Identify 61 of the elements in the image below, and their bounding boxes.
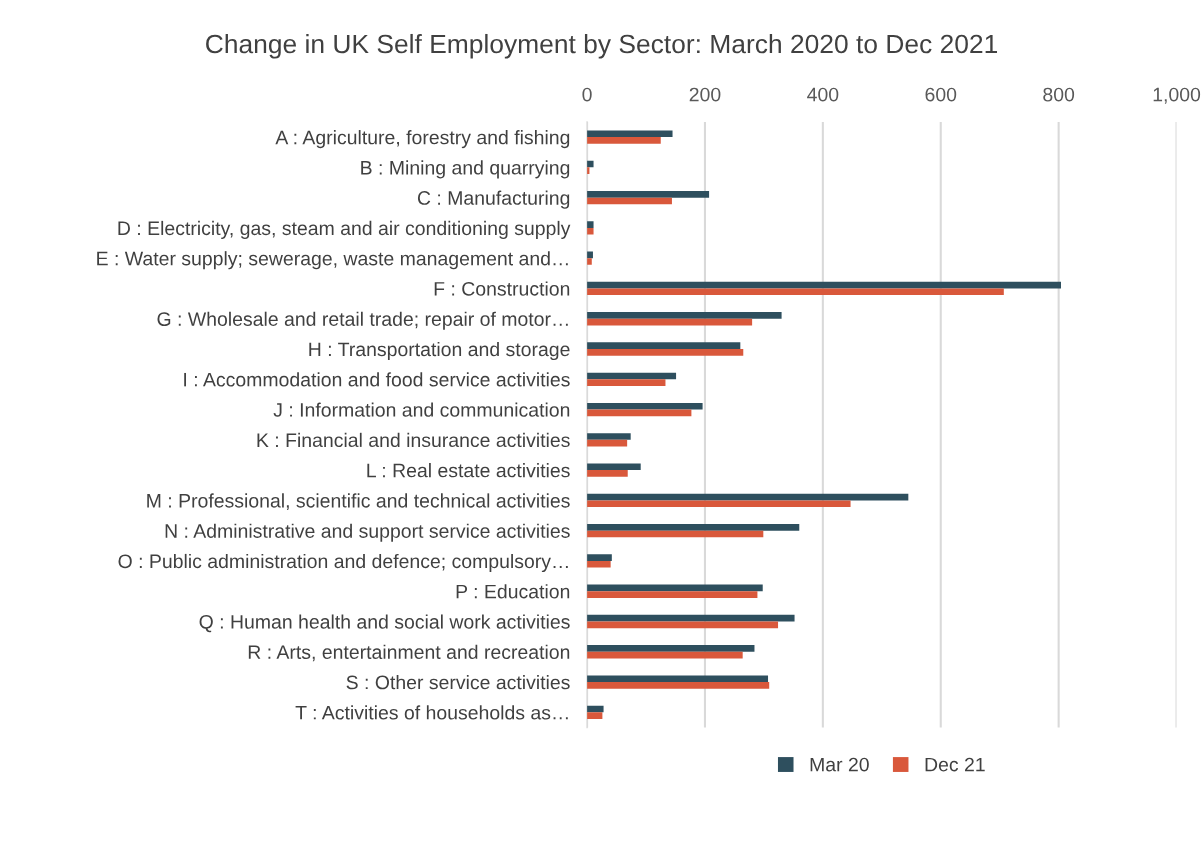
x-tick-label: 600 [925, 87, 957, 102]
bar [587, 591, 758, 598]
y-tick-label: K : Financial and insurance activities [257, 432, 570, 448]
bar [587, 439, 628, 447]
bar [587, 712, 603, 719]
x-tick-label: 1,000 [1153, 87, 1201, 104]
bar [587, 137, 661, 144]
y-tick-label: F : Construction [434, 281, 570, 296]
bar [587, 524, 800, 531]
x-tick-label: 200 [689, 87, 721, 102]
bar [587, 584, 763, 592]
bar [587, 493, 909, 501]
y-tick-label: R : Arts, entertainment and recreation [248, 644, 570, 662]
bar [587, 312, 782, 319]
bar [587, 554, 612, 561]
y-tick-label: J : Information and communication [273, 402, 570, 417]
bar [587, 258, 592, 265]
bar [587, 645, 755, 652]
bar [587, 614, 795, 622]
bar [587, 379, 666, 386]
y-tick-label: O : Public administration and defence; compulsory… [118, 553, 568, 573]
y-tick-label: D : Electricity, gas, steam and air conditioning supply [118, 220, 571, 239]
bar [587, 500, 851, 508]
y-tick-label: M : Professional, scientific and technical activities [147, 493, 570, 510]
bar [587, 621, 779, 629]
y-tick-label: H : Transportation and storage [309, 341, 570, 361]
y-tick-label: Q : Human health and social work activities [199, 614, 570, 633]
y-tick-label: T : Activities of households as… [295, 705, 568, 720]
y-tick-label: A : Agriculture, forestry and fishing [275, 130, 570, 149]
y-tick-label: I : Accommodation and food service activities [184, 372, 570, 387]
y-tick-label: G : Wholesale and retail trade; repair of motor… [157, 311, 568, 330]
bar [587, 560, 611, 568]
bar [587, 318, 753, 326]
chart-title: Change in UK Self Employment by Sector: March 2020 to Dec 2021 [206, 33, 998, 59]
legend-label: Dec 21 [925, 757, 985, 772]
bar [587, 190, 710, 198]
y-tick-label: L : Real estate activities [367, 463, 570, 478]
bar [587, 470, 628, 477]
bar [587, 675, 769, 683]
y-tick-label: B : Mining and quarrying [361, 160, 570, 179]
bar [587, 349, 744, 356]
bar [587, 281, 1061, 289]
x-tick-label: 0 [582, 87, 592, 102]
bar [587, 651, 743, 659]
bar [587, 402, 703, 410]
bar [587, 130, 673, 138]
y-tick-label: N : Administrative and support service activities [165, 523, 570, 542]
bar [587, 433, 631, 440]
y-tick-label: S : Other service activities [346, 675, 570, 690]
y-tick-label: E : Water supply; sewerage, waste management and… [97, 251, 568, 270]
bar [587, 342, 741, 350]
bar [587, 221, 594, 228]
x-tick-label: 800 [1043, 87, 1075, 102]
x-tick-label: 400 [807, 87, 839, 102]
bar [587, 227, 594, 235]
y-tick-label: P : Education [456, 584, 570, 599]
legend-label: Mar 20 [810, 757, 869, 772]
bar [587, 288, 1004, 296]
y-tick-label: C : Manufacturing [417, 190, 570, 209]
bar [587, 682, 770, 689]
bar [587, 463, 641, 471]
